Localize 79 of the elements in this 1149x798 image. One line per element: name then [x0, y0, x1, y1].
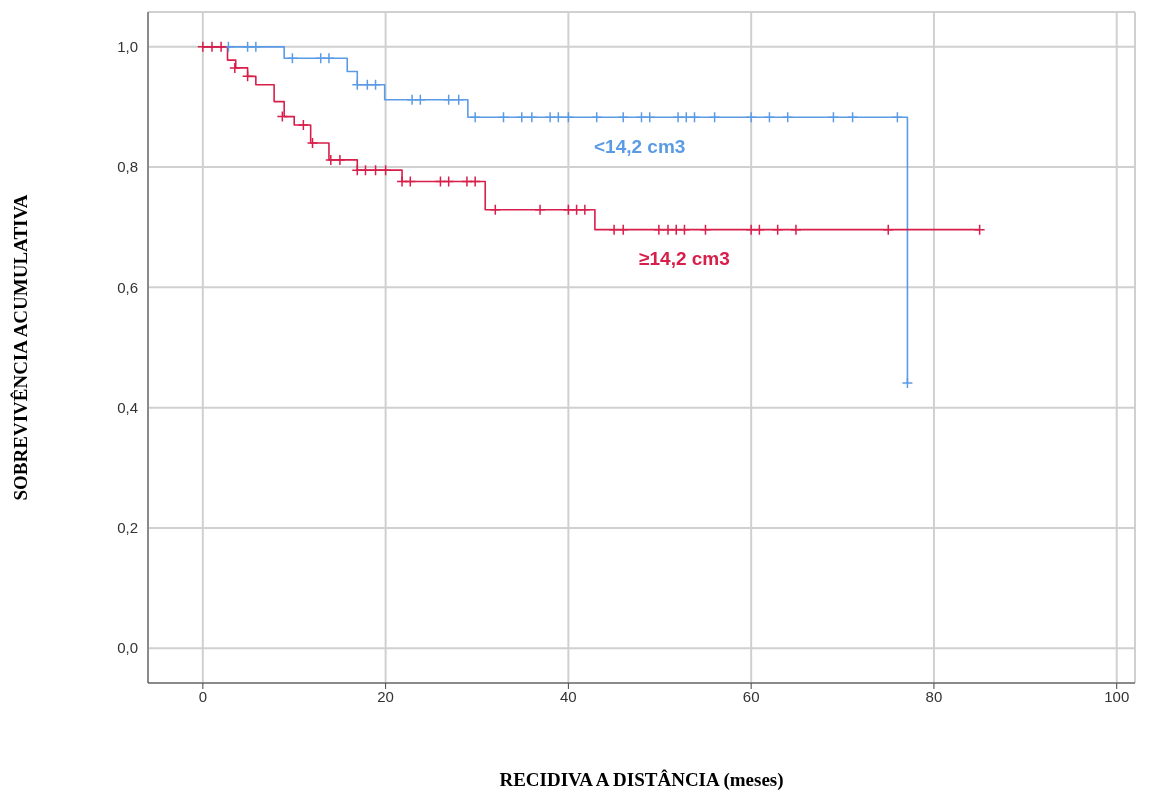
point [653, 223, 665, 236]
series-label: ≥14,2 cm3 [639, 248, 730, 270]
point [306, 137, 319, 149]
point [404, 175, 417, 188]
point [544, 111, 556, 123]
y-tick-label: 1,0 [117, 38, 138, 56]
point [361, 79, 374, 91]
point [562, 204, 575, 216]
x-tick-label: 40 [560, 687, 577, 705]
point [617, 223, 629, 236]
point [973, 223, 986, 236]
y-tick-label: 0,4 [117, 398, 138, 416]
point [396, 175, 408, 188]
point [708, 111, 721, 123]
point [670, 223, 682, 236]
point [678, 223, 691, 236]
point [672, 111, 684, 123]
point [882, 223, 894, 236]
point [590, 111, 603, 123]
point [635, 111, 648, 123]
point [579, 204, 591, 216]
point [229, 62, 241, 74]
point [846, 111, 859, 123]
point [325, 154, 337, 166]
point [901, 377, 914, 389]
point [745, 111, 757, 123]
point [891, 111, 904, 123]
x-tick-label: 60 [742, 687, 760, 705]
y-axis-title: SOBREVIVÊNCIA ACUMULATIVA [9, 194, 31, 501]
point [406, 94, 418, 106]
point [617, 111, 629, 123]
x-tick-label: 80 [925, 687, 943, 705]
point [250, 41, 262, 53]
x-tick-label: 20 [377, 687, 394, 705]
point [552, 111, 565, 123]
point [369, 79, 382, 91]
point [379, 164, 392, 176]
point [461, 175, 473, 188]
y-tick-label: 0,8 [117, 158, 138, 176]
x-tick-label: 0 [198, 687, 208, 705]
point [241, 70, 254, 83]
point [323, 52, 335, 65]
point [442, 175, 455, 188]
point [469, 175, 481, 188]
y-tick-label: 0,6 [117, 278, 138, 296]
point [414, 94, 427, 106]
point [643, 111, 656, 123]
point [359, 164, 372, 176]
point [570, 204, 583, 216]
point [771, 223, 784, 236]
point [497, 111, 510, 123]
point [276, 110, 289, 123]
point [351, 79, 364, 91]
point [452, 94, 465, 106]
point [680, 111, 693, 123]
point [526, 111, 538, 123]
point [688, 111, 701, 123]
point [286, 52, 299, 65]
point [699, 223, 712, 236]
y-tick-label: 0,2 [117, 519, 138, 537]
point [469, 111, 481, 123]
point [442, 94, 455, 106]
point [781, 111, 794, 123]
x-axis-title: RECIDIVA A DISTÂNCIA (meses) [499, 769, 784, 791]
point [753, 223, 766, 236]
point [516, 111, 528, 123]
point [297, 119, 310, 131]
series-label: <14,2 cm3 [594, 135, 686, 157]
point [827, 111, 840, 123]
x-tick-label: 100 [1104, 687, 1130, 705]
point [197, 41, 209, 53]
point [562, 111, 575, 123]
point [489, 204, 502, 216]
point [314, 52, 327, 65]
y-tick-label: 0,0 [117, 639, 138, 657]
point [369, 164, 382, 176]
point [434, 175, 447, 188]
point [763, 111, 776, 123]
point [215, 41, 227, 53]
